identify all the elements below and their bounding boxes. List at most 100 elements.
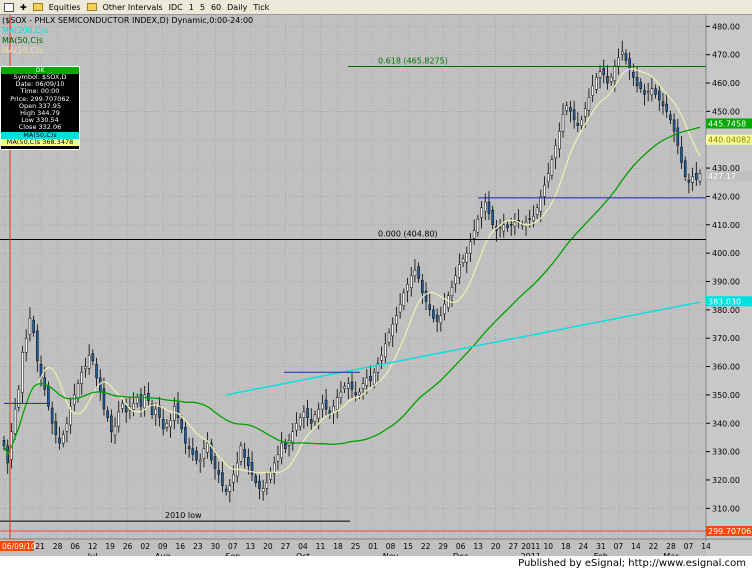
candle-body [458,264,461,278]
candle-body [21,352,24,393]
candle-body [595,77,598,90]
data-window-title[interactable]: OK [1,67,79,74]
interval-tick[interactable]: Tick [253,2,270,12]
data-high: High 344.79 [20,109,60,118]
price-tag-bg [706,296,752,307]
candle-body [698,173,702,182]
interval-5[interactable]: 5 [199,2,205,12]
price-chart[interactable]: 310.00 320.00 330.00 340.00 350.00 360.00 370.… [0,15,752,556]
x-month-label: Sep [225,552,240,556]
candle-body [398,303,402,313]
chart-title: ($SOX - PHLX SEMICONDUCTOR INDEX,D) Dyna… [2,16,254,25]
candle-body [254,475,258,484]
x-tick-label: 14 [631,542,641,551]
candle-body [58,437,61,444]
data-symbol: Symbol: $SOX,D [13,73,67,81]
candle-body [480,207,483,218]
candle-body [543,184,546,197]
x-tick-label: 22 [421,542,431,551]
x-tick-label: 16 [175,542,185,551]
candle-body [339,391,343,398]
folder-icon[interactable] [32,3,43,11]
x-tick-label: 04 [298,542,308,551]
candle-body [417,266,420,279]
candle-body [36,330,39,362]
candle-body [469,241,472,254]
candle-body [28,318,32,336]
candle-body [95,364,98,379]
candle-body [202,448,206,459]
candle-body [572,109,576,121]
candle-body [13,408,17,434]
candle-body [435,314,439,322]
interval-1[interactable]: 1 [188,2,194,12]
x-tick-label: 06 [70,542,80,551]
folder-icon[interactable] [86,3,97,11]
interval-60[interactable]: 60 [210,2,222,12]
candle-body [113,425,117,436]
candle-body [136,397,139,404]
legend-ma200: MA(200,C)s [2,26,49,35]
intervals-button[interactable]: Other Intervals [102,2,163,12]
candle-body [61,434,65,444]
price-tag-bg [706,171,752,182]
candle-body [239,445,243,462]
y-tick-label: 410.00 [712,221,740,230]
candle-body [302,411,306,418]
x-tick-label: 31 [596,542,606,551]
candle-body [391,323,394,337]
candle-body [576,123,580,126]
x-tick-label: 28 [666,542,676,551]
candle-body [350,381,354,390]
x-tick-label: 02 [140,542,150,551]
candle-body [102,388,106,410]
y-tick-label: 480.00 [712,22,740,31]
candle-body [158,405,161,418]
candle-body [310,419,313,424]
candle-body [217,470,220,475]
data-close: Close 332.06 [18,123,62,132]
candle-body [609,77,613,82]
candle-body [580,119,583,126]
price-tag-bg [706,526,752,536]
candle-body [476,218,480,233]
candle-body [76,383,80,399]
x-tick-label: 30 [211,542,221,551]
candle-body [409,275,413,288]
y-tick-label: 330.00 [712,448,740,457]
symbol-icon[interactable] [4,2,14,12]
x-month-label: Feb [594,552,608,556]
candle-body [450,286,454,296]
candle-body [284,442,287,450]
candle-body [439,315,443,324]
y-tick-label: 460.00 [712,79,740,88]
candle-body [569,107,572,112]
data-price: Price: 299.707062 [10,94,70,103]
x-tick-label: 19 [105,542,115,551]
x-tick-label: 09 [158,542,168,551]
candle-body [628,58,631,70]
candle-body [658,90,661,101]
candle-body [228,485,232,492]
candle-body [354,392,357,396]
x-tick-label: 01 [368,542,378,551]
y-tick-label: 380.00 [712,306,740,315]
annotation-label: 0.618 (465.8275) [378,57,448,66]
add-icon[interactable]: ✚ [20,2,27,12]
symbol-list-button[interactable]: Equities [48,2,81,12]
x-tick-label: 11 [316,542,326,551]
candle-body [513,221,517,227]
price-tag-bg [706,118,752,129]
candle-body [195,450,198,461]
candle-body [117,411,121,427]
x-tick-label: 28 [53,542,63,551]
data-window[interactable]: OK Symbol: $SOX,D Date: 06/09/10 Time: 0… [0,66,80,150]
interval-daily[interactable]: Daily [227,2,248,12]
interval-idc[interactable]: IDC [168,2,183,12]
candle-body [532,216,535,222]
y-tick-label: 340.00 [712,419,740,428]
date-tag-label: 06/09/10 [2,542,36,551]
x-tick-label: 10 [544,542,554,551]
data-date: Date: 06/09/10 [15,80,65,89]
candle-body [295,423,298,431]
